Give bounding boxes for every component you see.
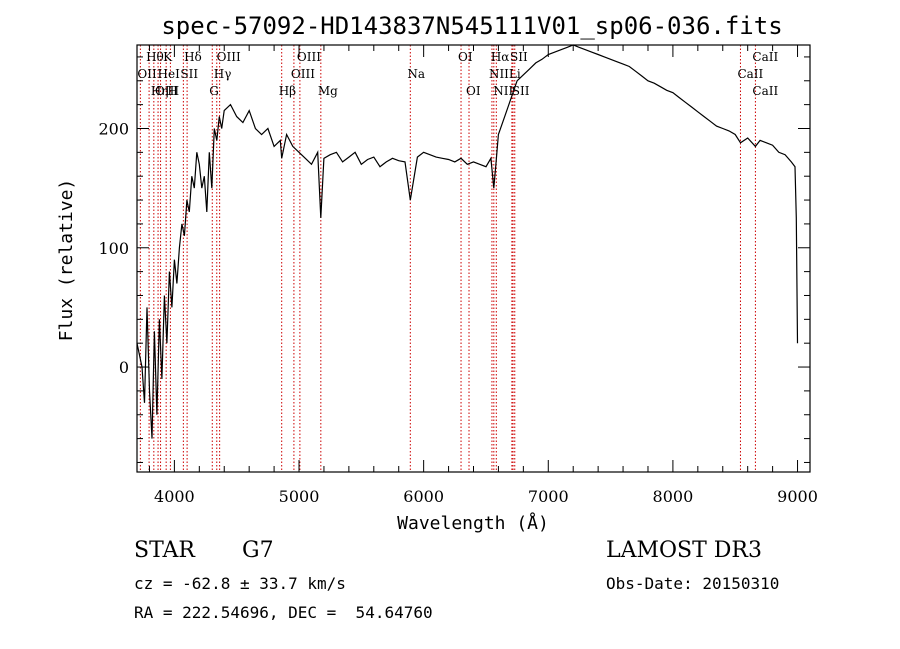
x-tick-label: 7000 xyxy=(528,487,569,506)
object-subclass: G7 xyxy=(242,538,274,563)
line-label: OII xyxy=(137,67,157,81)
sky-coordinates: RA = 222.54696, DEC = 54.64760 xyxy=(134,603,433,622)
redshift-value: cz = -62.8 ± 33.7 km/s xyxy=(134,574,346,593)
x-tick-label: 8000 xyxy=(653,487,694,506)
line-label: CaII xyxy=(752,50,778,64)
line-label: Na xyxy=(407,67,425,81)
line-label: H xyxy=(167,84,177,98)
chart-title: spec-57092-HD143837N545111V01_sp06-036.f… xyxy=(161,12,782,40)
line-label: G xyxy=(209,84,219,98)
emission-line-markers xyxy=(139,45,756,472)
plot-frame xyxy=(136,44,811,473)
y-axis-label: Flux (relative) xyxy=(56,179,77,342)
spectrum-line xyxy=(136,44,799,439)
x-tick-label: 9000 xyxy=(777,487,818,506)
line-label: K xyxy=(163,50,173,64)
observation-date: Obs-Date: 20150310 xyxy=(606,574,780,593)
line-label: SII xyxy=(180,67,198,81)
x-tick-label: 6000 xyxy=(403,487,444,506)
line-label: Hδ xyxy=(184,50,202,64)
line-label: Li xyxy=(509,67,521,81)
line-label: Hη xyxy=(151,84,169,98)
y-axis-ticks: 0 100 200 xyxy=(98,56,810,463)
x-tick-label: 4000 xyxy=(154,487,195,506)
line-label: Hβ xyxy=(279,84,296,98)
y-tick-label: 100 xyxy=(98,239,129,258)
y-tick-label: 200 xyxy=(98,119,129,138)
line-label: Hθ xyxy=(146,50,164,64)
line-label: Hα xyxy=(491,50,510,64)
survey-name: LAMOST DR3 xyxy=(606,538,762,563)
line-label: OIII xyxy=(217,50,241,64)
line-label: OIII xyxy=(291,67,315,81)
line-label: Hγ xyxy=(214,67,232,81)
line-label: Mg xyxy=(318,84,338,98)
object-class: STAR xyxy=(134,538,195,563)
line-label: OIII xyxy=(297,50,321,64)
line-label: NII xyxy=(493,84,513,98)
line-label: OI xyxy=(466,84,481,98)
line-label: OI xyxy=(458,50,473,64)
line-label: CaII xyxy=(752,84,778,98)
x-tick-label: 5000 xyxy=(279,487,320,506)
y-tick-label: 0 xyxy=(119,358,129,377)
x-axis-ticks: 4000 5000 6000 7000 8000 9000 xyxy=(148,45,818,506)
line-label: NII xyxy=(489,67,509,81)
line-label: OIII xyxy=(155,84,179,98)
line-label: SII xyxy=(512,84,530,98)
line-label: HeI xyxy=(158,67,181,81)
line-label: SII xyxy=(510,50,528,64)
x-axis-label: Wavelength (Å) xyxy=(397,512,549,534)
line-label: CaII xyxy=(737,67,763,81)
